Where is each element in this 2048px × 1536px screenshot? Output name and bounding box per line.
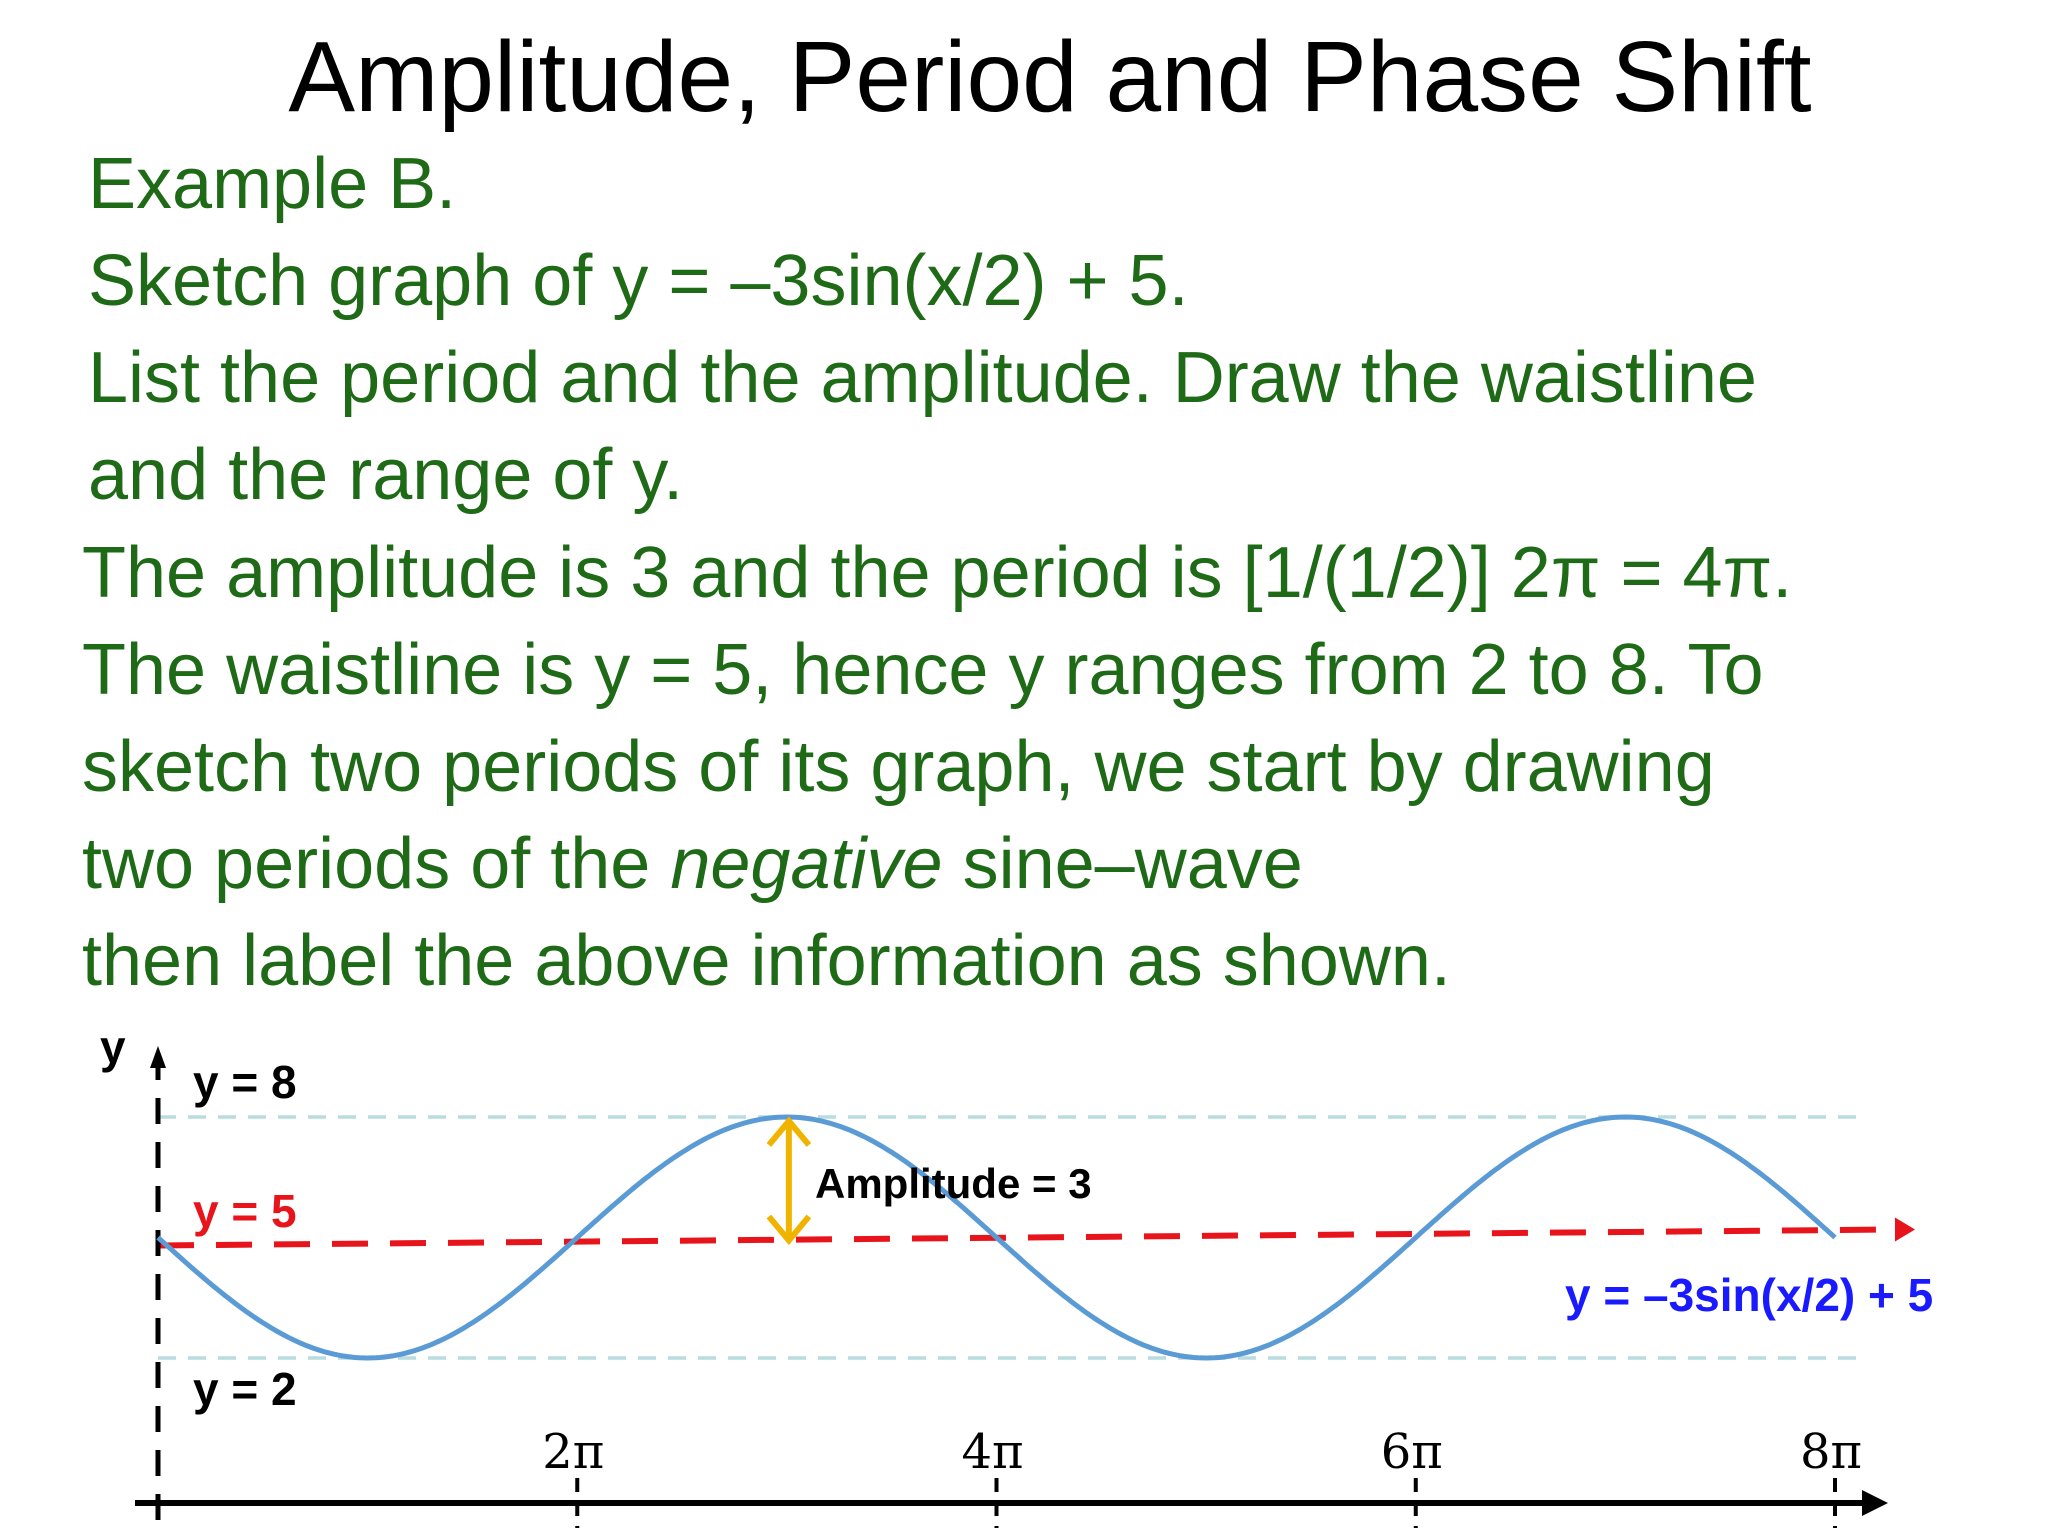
x-tick-label-4: 8π	[1800, 1424, 1862, 1480]
problem-line-2: Sketch graph of y = –3sin(x/2) + 5.	[88, 241, 1189, 321]
solution-line-4: two periods of the negative sine–wave	[82, 816, 2022, 913]
waistline-arrowhead	[1895, 1217, 1915, 1242]
x-tick-label-3: 6π	[1381, 1424, 1443, 1480]
problem-line-3: List the period and the amplitude. Draw …	[88, 338, 1757, 418]
solution-line-3: sketch two periods of its graph, we star…	[82, 727, 1715, 807]
waistline-line	[157, 1226, 1896, 1249]
y-axis-arrowhead	[150, 1046, 166, 1068]
sine-curve	[156, 1114, 1837, 1361]
solution-line-4-end: sine–wave	[942, 824, 1303, 904]
line-label-y2: y = 2	[193, 1363, 297, 1415]
amplitude-arrowhead-top	[766, 1116, 812, 1147]
solution-text: The amplitude is 3 and the period is [1/…	[82, 525, 2022, 1010]
y-axis-label: y	[100, 1021, 126, 1073]
line-label-y5: y = 5	[193, 1185, 297, 1237]
solution-line-1: The amplitude is 3 and the period is [1/…	[82, 533, 1793, 613]
x-tick-label-2: 4π	[961, 1424, 1023, 1480]
solution-line-2: The waistline is y = 5, hence y ranges f…	[82, 630, 1764, 710]
solution-line-4-start: two periods of the	[82, 824, 671, 904]
x-tick-label-1: 2π	[542, 1424, 604, 1480]
problem-statement: Example B. Sketch graph of y = –3sin(x/2…	[88, 136, 1988, 524]
problem-line-4: and the range of y.	[88, 435, 684, 515]
problem-line-1: Example B.	[88, 144, 457, 224]
amplitude-label: Amplitude = 3	[815, 1160, 1092, 1207]
line-label-y8: y = 8	[193, 1056, 297, 1108]
solution-line-4-emphasis: negative	[670, 824, 943, 904]
page-title: Amplitude, Period and Phase Shift	[288, 21, 1812, 133]
solution-line-5: then label the above information as show…	[82, 921, 1451, 1001]
curve-equation-label: y = –3sin(x/2) + 5	[1565, 1269, 1933, 1321]
x-axis-arrowhead	[1862, 1490, 1888, 1516]
amplitude-arrowhead-bottom	[766, 1214, 812, 1246]
